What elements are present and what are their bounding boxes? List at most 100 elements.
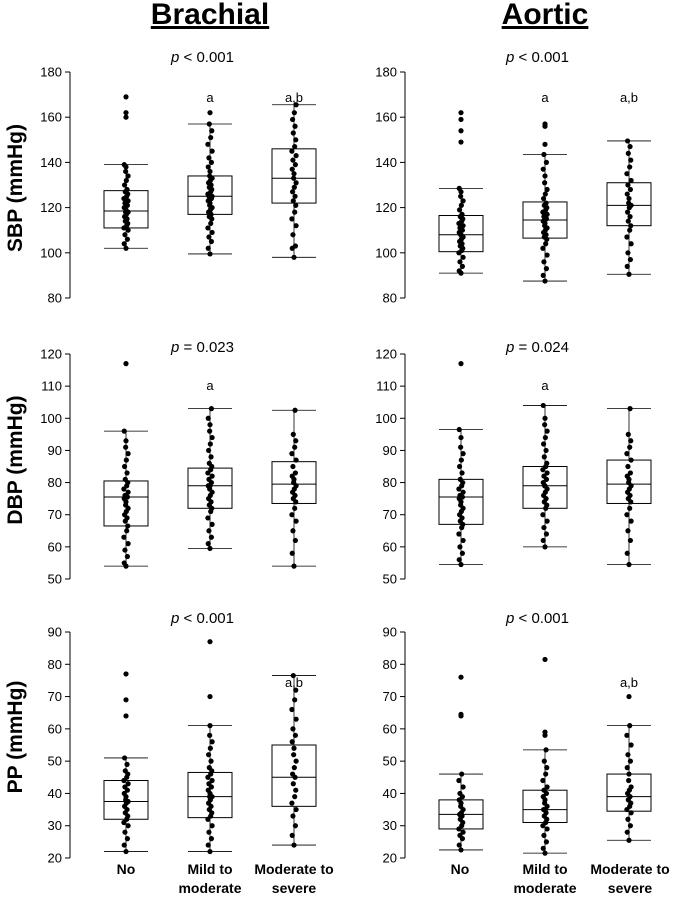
x-category-label: Mild to <box>522 861 567 877</box>
data-point <box>290 189 296 195</box>
data-point <box>458 193 464 199</box>
outlier-point <box>123 361 129 367</box>
data-point <box>626 777 632 784</box>
data-point <box>457 463 463 470</box>
data-point <box>206 476 212 482</box>
box-group <box>187 639 233 855</box>
data-point <box>208 134 214 141</box>
outlier-point <box>458 361 464 367</box>
data-point <box>628 177 634 184</box>
data-point <box>121 241 127 247</box>
y-tick-label: 90 <box>48 625 62 640</box>
data-point <box>544 211 550 217</box>
data-point <box>541 524 547 531</box>
box-group <box>271 407 317 569</box>
data-point <box>289 148 295 154</box>
data-point <box>628 457 634 463</box>
data-point <box>289 473 295 479</box>
data-point <box>293 102 299 108</box>
data-point <box>627 186 634 193</box>
data-point <box>205 515 211 521</box>
box-group <box>522 656 568 856</box>
data-point <box>293 223 299 229</box>
data-point <box>125 523 131 529</box>
data-point <box>208 534 214 540</box>
box-group <box>103 361 149 569</box>
data-point <box>290 781 296 787</box>
y-tick-label: 110 <box>41 379 62 394</box>
significance-label: a,b <box>285 675 303 690</box>
data-point <box>289 451 295 457</box>
data-point <box>625 431 631 437</box>
p-value-label: p < 0.001 <box>505 49 569 66</box>
data-point <box>293 180 299 186</box>
data-point <box>125 781 131 787</box>
data-point <box>205 245 211 251</box>
data-point <box>292 697 298 703</box>
data-point <box>206 752 212 758</box>
data-point <box>542 415 548 421</box>
row-label-dbp: DBP (mmHg) <box>4 395 27 524</box>
data-point <box>291 175 297 181</box>
data-point <box>540 402 546 409</box>
data-point <box>626 200 632 206</box>
data-point <box>624 263 630 269</box>
data-point <box>290 116 296 123</box>
data-point <box>206 765 212 771</box>
significance-label: a <box>541 90 549 105</box>
outlier-point <box>542 141 548 147</box>
row-label-pp: PP (mmHg) <box>4 681 27 794</box>
box-group <box>103 94 149 251</box>
data-point <box>209 739 215 745</box>
x-category-label: Moderate to <box>590 861 669 877</box>
data-point <box>460 223 466 229</box>
data-point <box>541 195 547 202</box>
y-tick-label: 70 <box>48 507 62 522</box>
y-tick-label: 50 <box>383 572 397 587</box>
data-point <box>205 541 211 547</box>
data-point <box>625 250 631 256</box>
data-point <box>460 829 466 835</box>
y-tick-label: 180 <box>375 65 397 80</box>
data-point <box>293 806 299 813</box>
p-value-label: p < 0.001 <box>170 610 234 627</box>
data-point <box>123 177 129 184</box>
data-point <box>544 470 550 476</box>
data-point <box>541 151 547 158</box>
data-point <box>627 406 633 412</box>
data-point <box>293 202 299 208</box>
data-point <box>205 787 211 793</box>
box-group: a <box>522 378 568 550</box>
y-tick-label: 80 <box>48 657 62 672</box>
data-point <box>125 489 131 495</box>
data-point <box>293 687 299 693</box>
data-point <box>208 406 214 412</box>
data-point <box>625 752 631 758</box>
data-point <box>125 541 131 547</box>
data-point <box>624 451 630 457</box>
data-point <box>125 173 131 179</box>
data-point <box>460 254 466 260</box>
y-tick-label: 120 <box>375 347 397 362</box>
data-point <box>458 202 464 208</box>
data-point <box>206 121 212 127</box>
data-point <box>291 184 297 190</box>
data-point <box>207 168 213 175</box>
data-point <box>457 544 463 550</box>
y-tick-label: 100 <box>40 411 62 426</box>
data-point <box>125 451 131 457</box>
data-point <box>209 128 215 134</box>
p-value-label: p = 0.024 <box>505 339 569 356</box>
data-point <box>540 794 546 800</box>
data-point <box>124 186 130 193</box>
data-point <box>459 550 465 556</box>
data-point <box>457 259 463 265</box>
data-point <box>208 454 214 460</box>
data-point <box>457 492 463 499</box>
outlier-point <box>207 639 213 645</box>
data-point <box>122 492 128 499</box>
iqr-box <box>271 744 317 807</box>
y-tick-label: 90 <box>383 443 397 458</box>
box-group: a <box>187 90 233 257</box>
p-value-label: p < 0.001 <box>170 49 234 66</box>
